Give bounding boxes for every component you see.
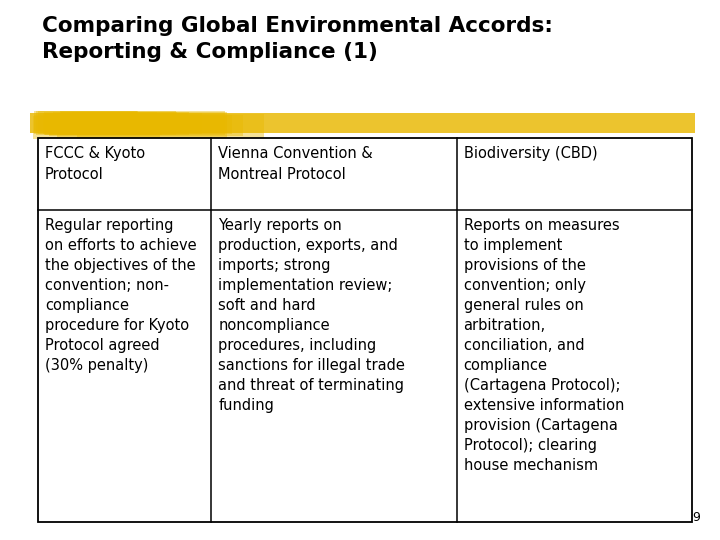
Bar [49,114,243,136]
Bar [30,113,695,133]
Bar [38,111,137,134]
Bar [45,114,137,135]
Text: Yearly reports on
production, exports, and
imports; strong
implementation review: Yearly reports on production, exports, a… [218,218,405,413]
Bar [60,114,145,133]
Bar [60,111,225,135]
Bar [77,114,264,138]
Text: Biodiversity (CBD): Biodiversity (CBD) [464,146,597,161]
Bar [33,116,227,139]
Bar [36,111,176,134]
Bar [38,138,692,522]
Text: Reports on measures
to implement
provisions of the
convention; only
general rule: Reports on measures to implement provisi… [464,218,624,474]
Bar [44,112,189,134]
Text: Comparing Global Environmental Accords:
Reporting & Compliance (1): Comparing Global Environmental Accords: … [42,16,553,62]
Bar [60,112,158,133]
Bar [53,112,227,133]
Text: FCCC & Kyoto
Protocol: FCCC & Kyoto Protocol [45,146,145,182]
Text: 9: 9 [692,511,700,524]
Text: Vienna Convention &
Montreal Protocol: Vienna Convention & Montreal Protocol [218,146,373,182]
Bar [45,113,188,133]
Bar [34,115,232,134]
Bar [58,116,160,138]
Bar [50,115,162,136]
Bar [35,111,138,131]
Text: Regular reporting
on efforts to achieve
the objectives of the
convention; non-
c: Regular reporting on efforts to achieve … [45,218,197,373]
Bar [43,112,202,134]
Bar [71,112,177,131]
